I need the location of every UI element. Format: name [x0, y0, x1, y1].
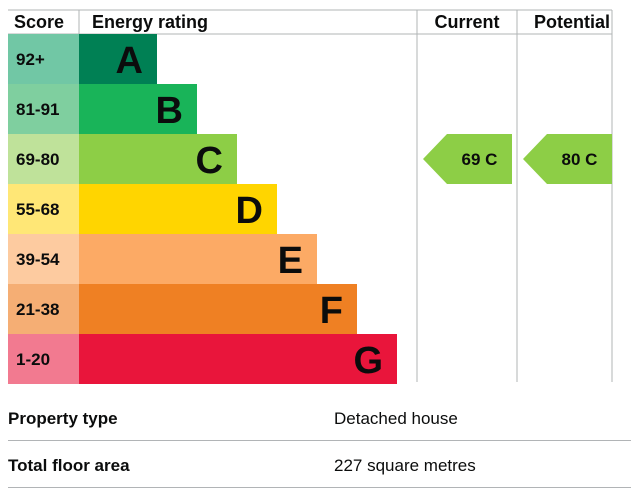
energy-rating-header: Energy rating	[92, 12, 208, 32]
floor-area-value: 227 square metres	[334, 456, 476, 475]
property-details: Property type Detached house Total floor…	[8, 394, 631, 488]
score-range-g: 1-20	[16, 350, 50, 369]
score-range-f: 21-38	[16, 300, 59, 319]
current-arrow	[423, 134, 512, 184]
rating-letter-b: B	[156, 90, 183, 132]
score-cell-d	[8, 184, 79, 234]
rating-letter-g: G	[353, 340, 383, 382]
rating-bar-d	[79, 184, 277, 234]
score-cell-e	[8, 234, 79, 284]
floor-area-label: Total floor area	[8, 456, 130, 475]
score-range-c: 69-80	[16, 150, 59, 169]
rating-letter-d: D	[236, 190, 263, 232]
rating-bar-e	[79, 234, 317, 284]
potential-rating-label: 80 C	[562, 150, 598, 169]
score-cell-f	[8, 284, 79, 334]
score-range-e: 39-54	[16, 250, 60, 269]
property-type-value: Detached house	[334, 409, 458, 428]
rating-bar-c	[79, 134, 237, 184]
property-type-label: Property type	[8, 409, 118, 428]
score-header: Score	[14, 12, 64, 32]
score-cell-c	[8, 134, 79, 184]
floor-area-row: Total floor area 227 square metres	[8, 441, 631, 488]
score-cell-g	[8, 334, 79, 384]
score-cell-a	[8, 34, 79, 84]
score-range-b: 81-91	[16, 100, 59, 119]
epc-chart: Score Energy rating Current Potential 92+ A 81…	[8, 9, 613, 384]
rating-bar-g	[79, 334, 397, 384]
current-rating-label: 69 C	[462, 150, 498, 169]
current-header: Current	[434, 12, 499, 32]
potential-header: Potential	[534, 12, 610, 32]
rating-letter-e: E	[278, 240, 303, 282]
rating-letter-a: A	[116, 40, 143, 82]
rating-bar-a	[79, 34, 157, 84]
rating-bar-b	[79, 84, 197, 134]
score-range-a: 92+	[16, 50, 45, 69]
rating-bar-f	[79, 284, 357, 334]
rating-letter-c: C	[196, 140, 223, 182]
rating-letter-f: F	[320, 290, 343, 332]
potential-arrow	[523, 134, 612, 184]
property-type-row: Property type Detached house	[8, 394, 631, 441]
score-range-d: 55-68	[16, 200, 59, 219]
score-cell-b	[8, 84, 79, 134]
